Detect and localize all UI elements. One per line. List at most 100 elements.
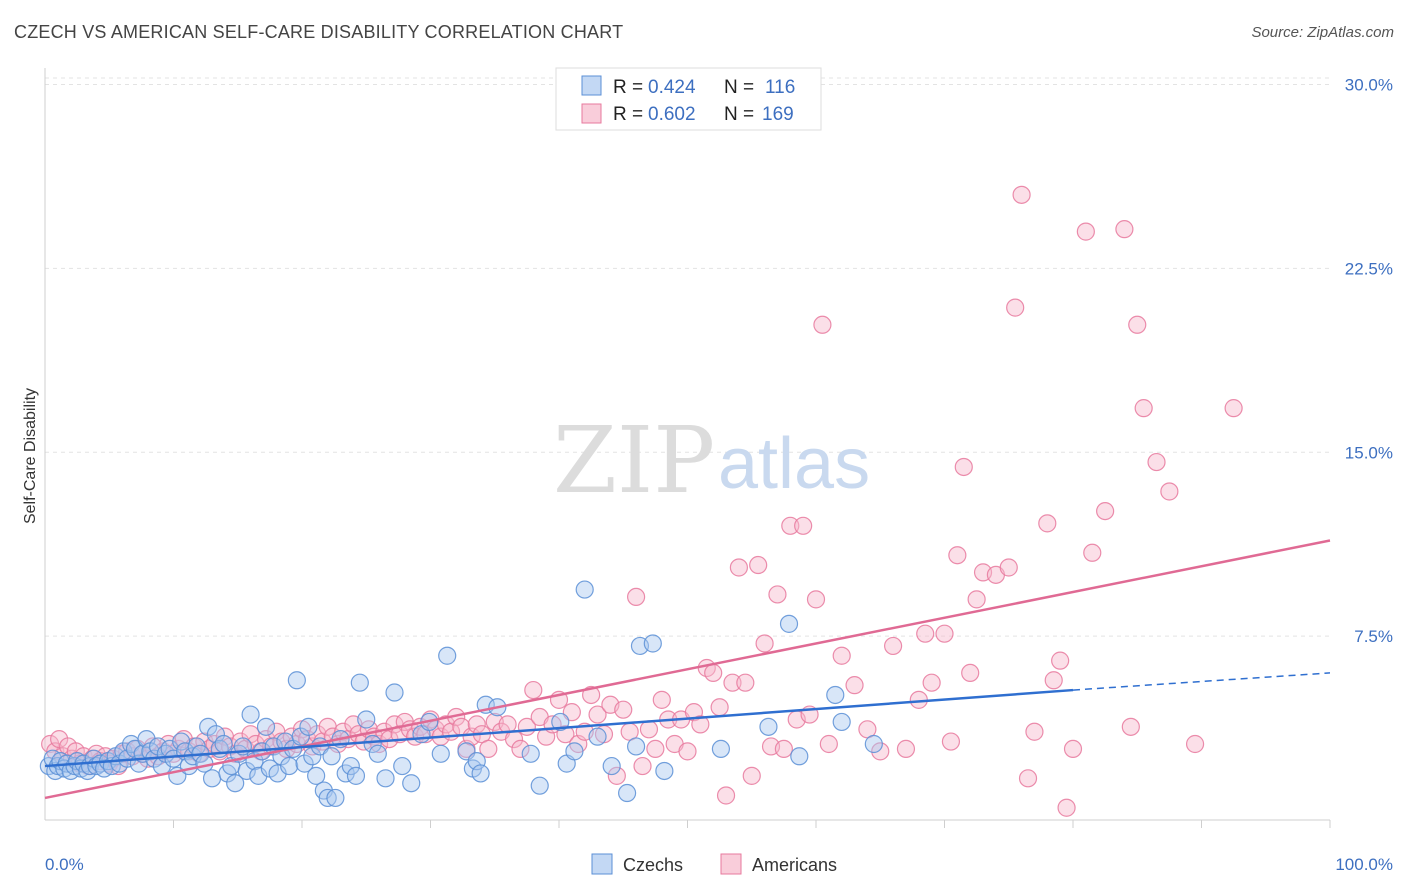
american-point-177 <box>1160 482 1179 501</box>
czech-point-67 <box>287 671 306 690</box>
watermark-zip-text: ZIP <box>553 407 715 514</box>
legend-n-value-american: 169 <box>762 104 794 125</box>
american-point-173 <box>1121 717 1140 736</box>
american-point-126 <box>723 673 742 692</box>
czech-point-59 <box>256 717 276 736</box>
american-point-162 <box>1018 769 1038 788</box>
czech-point-111 <box>643 634 662 653</box>
grid-lines <box>45 77 1330 637</box>
x-tick-label-0: 0.0% <box>45 855 84 874</box>
american-point-161 <box>1012 185 1031 204</box>
czech-point-54 <box>237 761 256 781</box>
american-point-127 <box>729 558 749 577</box>
czech-point-105 <box>575 580 594 599</box>
american-point-168 <box>1063 739 1083 759</box>
american-point-174 <box>1128 315 1147 334</box>
czech-point-48 <box>214 734 233 754</box>
czech-point-46 <box>206 725 226 744</box>
czech-point-65 <box>280 756 299 776</box>
american-point-137 <box>794 516 813 535</box>
czech-point-116 <box>779 614 799 633</box>
czech-point-108 <box>618 783 637 803</box>
czech-point-106 <box>588 727 607 746</box>
czech-point-84 <box>363 734 382 754</box>
american-point-139 <box>806 590 826 609</box>
czech-point-44 <box>199 717 218 736</box>
y-tick-labels: 7.5% 15.0% 22.5% 30.0% <box>1345 76 1393 647</box>
legend-r-value-american: 0.602 <box>648 104 696 125</box>
czech-point-97 <box>471 764 490 783</box>
y-tick-label-3: 30.0% <box>1345 76 1393 95</box>
chart-title: CZECH VS AMERICAN SELF-CARE DISABILITY C… <box>14 22 624 42</box>
american-point-150 <box>922 673 941 692</box>
american-point-160 <box>1006 298 1025 317</box>
czech-point-119 <box>864 734 883 754</box>
american-point-121 <box>691 715 710 734</box>
legend-swatch-czech <box>581 75 602 96</box>
legend-n-value-czech: 116 <box>765 77 795 98</box>
american-point-143 <box>845 676 864 695</box>
czech-point-118 <box>832 712 851 732</box>
y-axis-title: Self-Care Disability <box>22 388 39 524</box>
czech-point-88 <box>393 756 412 776</box>
american-point-95 <box>524 680 543 700</box>
american-point-93 <box>511 739 530 759</box>
american-point-178 <box>1185 734 1205 754</box>
bottom-legend-swatch-americans <box>720 853 742 875</box>
czech-point-80 <box>341 756 360 776</box>
czech-point-115 <box>790 747 809 766</box>
legend-r-label-american: R = <box>613 104 643 125</box>
czech-point-102 <box>551 712 570 732</box>
czech-point-104 <box>565 742 584 761</box>
american-point-166 <box>1051 651 1070 670</box>
bottom-legend-swatch-czechs <box>591 853 613 875</box>
czech-point-92 <box>431 744 450 763</box>
trend-lines <box>44 539 1331 800</box>
watermark: ZIP atlas <box>553 407 870 514</box>
american-point-175 <box>1134 399 1153 418</box>
bottom-legend-label-americans: Americans <box>752 855 837 875</box>
czech-point-86 <box>376 769 395 788</box>
czech-point-31 <box>148 737 168 756</box>
american-point-155 <box>961 663 980 683</box>
czech-point-85 <box>368 744 387 763</box>
american-point-88 <box>479 739 498 759</box>
czech-point-93 <box>438 646 457 665</box>
american-point-169 <box>1076 222 1095 241</box>
american-point-149 <box>916 624 935 643</box>
czech-point-51 <box>226 774 245 793</box>
american-point-140 <box>813 315 832 334</box>
american-point-86 <box>467 715 486 734</box>
czech-point-71 <box>303 747 322 766</box>
american-point-172 <box>1115 220 1134 239</box>
american-point-159 <box>999 558 1018 577</box>
american-point-123 <box>704 663 723 683</box>
series-legend: Czechs Americans <box>591 853 837 875</box>
american-trend-line <box>44 539 1331 800</box>
czech-point-81 <box>346 766 366 785</box>
czech-point-70 <box>299 717 318 736</box>
czech-point-107 <box>602 756 621 776</box>
source-label: Source: ZipAtlas.com <box>1251 24 1394 41</box>
legend-swatch-american <box>581 103 602 124</box>
american-point-129 <box>742 766 761 785</box>
czech-point-76 <box>322 747 341 766</box>
legend-r-value-czech: 0.424 <box>648 77 696 98</box>
czech-point-82 <box>350 673 369 692</box>
czech-point-87 <box>385 683 404 702</box>
y-tick-label-1: 15.0% <box>1345 443 1393 462</box>
american-point-145 <box>871 742 890 761</box>
czech-point-112 <box>655 761 674 781</box>
czech-point-55 <box>241 705 260 724</box>
american-point-146 <box>883 636 903 656</box>
american-point-165 <box>1044 671 1063 690</box>
czech-point-72 <box>307 766 326 785</box>
legend-n-label-czech: N = <box>724 77 754 98</box>
american-point-134 <box>774 739 793 759</box>
american-point-131 <box>755 634 774 653</box>
american-point-104 <box>582 685 601 705</box>
czech-point-45 <box>202 769 222 788</box>
american-point-152 <box>941 732 961 751</box>
american-point-171 <box>1096 501 1115 521</box>
